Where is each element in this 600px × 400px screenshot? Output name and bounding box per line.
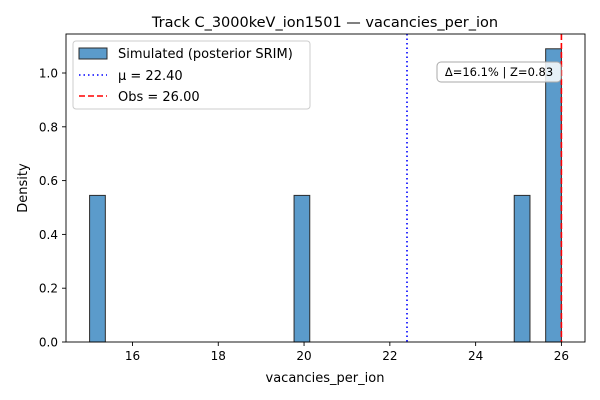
histogram-bar — [545, 48, 562, 343]
legend-series-patch — [78, 47, 108, 60]
y-tick-label: 1.0 — [39, 67, 58, 81]
histogram-bar — [513, 194, 531, 343]
x-tick-label: 26 — [554, 349, 569, 363]
y-tick-label: 0.8 — [39, 120, 58, 134]
x-axis-label: vacancies_per_ion — [266, 371, 385, 386]
y-tick-label: 0.0 — [39, 336, 58, 350]
chart-title: Track C_3000keV_ion1501 — vacancies_per_… — [151, 15, 498, 31]
y-axis: 0.0 0.2 0.4 0.6 0.8 1.0 — [39, 67, 66, 350]
y-tick-label: 0.6 — [39, 174, 58, 188]
stats-annotation-text: Δ=16.1% | Z=0.83 — [445, 65, 553, 79]
x-tick-label: 24 — [468, 349, 483, 363]
histogram-bar — [293, 194, 311, 343]
x-tick-label: 22 — [382, 349, 397, 363]
legend-series-label: Simulated (posterior SRIM) — [118, 47, 293, 62]
reference-lines-layer — [406, 34, 563, 342]
y-tick-label: 0.2 — [39, 282, 58, 296]
y-tick-label: 0.4 — [39, 228, 58, 242]
legend: Simulated (posterior SRIM) μ = 22.40 Obs… — [72, 40, 311, 110]
legend-box — [72, 40, 311, 110]
stats-annotation: Δ=16.1% | Z=0.83 — [436, 61, 562, 83]
x-tick-label: 20 — [296, 349, 311, 363]
x-tick-label: 16 — [125, 349, 140, 363]
plot-frame — [65, 33, 586, 343]
stats-annotation-box — [436, 61, 562, 83]
y-axis-label: Density — [16, 163, 31, 213]
bars-layer — [89, 48, 562, 343]
histogram-bar — [89, 194, 106, 343]
x-axis: 16 18 20 22 24 26 — [125, 342, 569, 363]
x-tick-label: 18 — [211, 349, 226, 363]
legend-observed-label: Obs = 26.00 — [118, 90, 200, 105]
legend-mean-label: μ = 22.40 — [118, 69, 183, 84]
